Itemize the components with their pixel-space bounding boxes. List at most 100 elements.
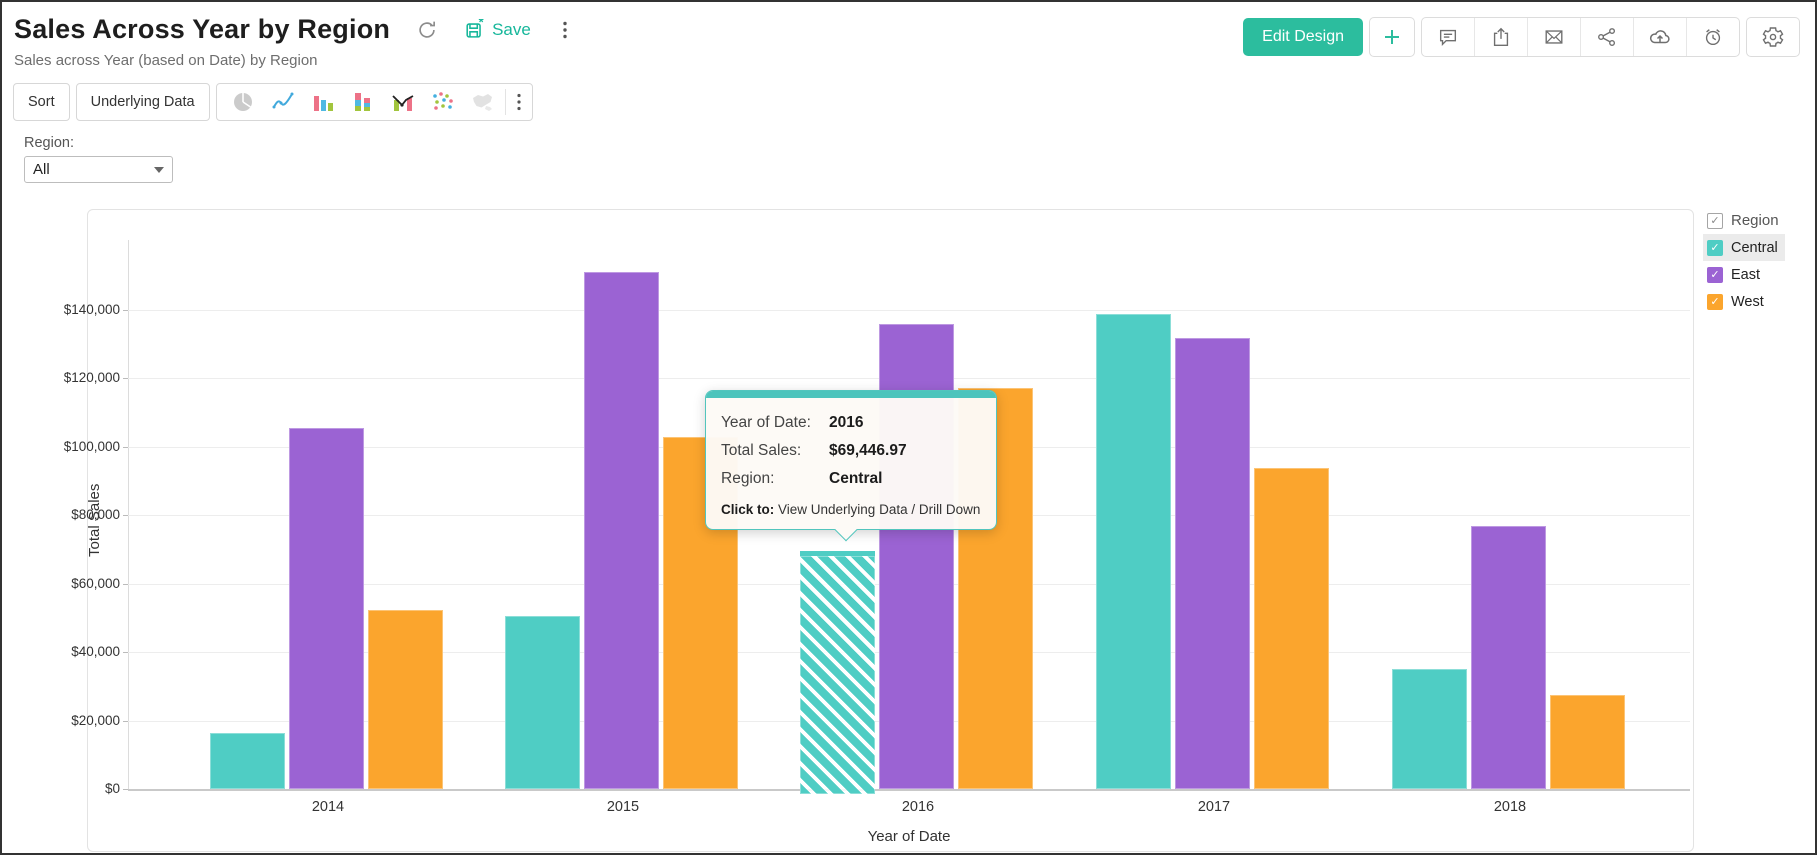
gridline [128, 309, 1690, 311]
bar-2017-central[interactable] [1096, 314, 1171, 789]
pie-chart-icon[interactable] [223, 87, 263, 117]
kebab-menu-icon [516, 93, 521, 111]
email-icon [1545, 30, 1563, 44]
save-label: Save [492, 19, 531, 39]
legend-item-east[interactable]: ✓ East [1703, 261, 1785, 288]
scatter-chart-icon[interactable] [423, 87, 463, 117]
chart-type-strip [215, 83, 533, 121]
chart-tooltip: Year of Date: 2016 Total Sales: $69,446.… [705, 390, 997, 541]
share-button[interactable] [1580, 18, 1633, 56]
legend-item-west[interactable]: ✓ West [1703, 288, 1785, 315]
page-subtitle: Sales across Year (based on Date) by Reg… [14, 52, 318, 69]
x-tick-label: 2016 [901, 799, 935, 815]
save-icon: * [466, 19, 484, 38]
y-tick-mark [123, 378, 128, 379]
combo-chart-icon[interactable] [383, 87, 423, 117]
view-toolbar: Sort Underlying Data [13, 83, 533, 121]
y-axis-line [128, 240, 129, 789]
add-button[interactable] [1369, 17, 1415, 57]
kebab-menu-icon [563, 21, 567, 38]
legend: ✓ Region ✓ Central ✓ East ✓ West [1703, 207, 1785, 315]
y-tick-label: $120,000 [63, 370, 120, 385]
line-chart-icon[interactable] [263, 87, 303, 117]
refresh-button[interactable] [416, 19, 438, 41]
y-tick-mark [123, 789, 128, 790]
svg-text:*: * [479, 19, 484, 29]
more-chart-types-button[interactable] [504, 89, 526, 115]
tooltip-accent-bar [706, 391, 996, 398]
bar-2014-east[interactable] [289, 428, 364, 789]
region-filter-dropdown[interactable]: All [24, 156, 173, 183]
chevron-down-icon [154, 166, 164, 173]
x-tick-label: 2014 [311, 799, 345, 815]
legend-title: Region [1731, 212, 1779, 229]
legend-checkbox-region[interactable]: ✓ [1707, 212, 1723, 229]
gridline [128, 789, 1690, 791]
y-tick-label: $80,000 [71, 507, 120, 522]
y-tick-mark [123, 583, 128, 585]
bar-2017-west[interactable] [1254, 468, 1329, 789]
bar-2015-central[interactable] [505, 616, 580, 789]
bar-2018-west[interactable] [1550, 695, 1625, 789]
comment-icon [1439, 29, 1457, 46]
y-tick-mark [123, 309, 128, 311]
bar-2015-east[interactable] [584, 272, 659, 789]
bar-2018-central[interactable] [1392, 669, 1467, 789]
legend-title-row[interactable]: ✓ Region [1703, 207, 1785, 234]
legend-checkbox-west[interactable]: ✓ [1707, 293, 1723, 310]
share-actions-group [1421, 17, 1740, 57]
sort-button[interactable]: Sort [13, 83, 70, 121]
save-button[interactable]: * Save [464, 19, 531, 41]
stacked-bar-chart-icon[interactable] [343, 87, 383, 117]
alarm-clock-icon [1705, 29, 1721, 46]
settings-button[interactable] [1746, 17, 1800, 57]
y-tick-label: $60,000 [71, 575, 120, 591]
edit-design-button[interactable]: Edit Design [1243, 18, 1363, 56]
tooltip-row: Region: Central [721, 470, 883, 487]
export-button[interactable] [1474, 18, 1527, 56]
y-tick-mark [123, 652, 128, 653]
underlying-data-button[interactable]: Underlying Data [75, 83, 210, 121]
y-tick-mark [123, 446, 128, 448]
bar-2017-east[interactable] [1175, 338, 1250, 789]
y-tick-label: $140,000 [63, 301, 120, 317]
tooltip-row: Year of Date: 2016 [721, 414, 864, 431]
bar-2014-west[interactable] [368, 610, 443, 789]
y-tick-mark [123, 720, 128, 722]
region-filter-value: All [33, 161, 50, 178]
legend-item-central[interactable]: ✓ Central [1703, 234, 1785, 261]
bar-2016-central-highlighted[interactable] [800, 551, 875, 794]
x-tick-label: 2017 [1197, 799, 1231, 815]
x-axis-title: Year of Date [867, 828, 951, 845]
y-tick-label: $20,000 [71, 712, 120, 728]
tooltip-row: Total Sales: $69,446.97 [721, 442, 907, 459]
tooltip-footer[interactable]: Click to: View Underlying Data / Drill D… [721, 502, 981, 517]
comments-button[interactable] [1422, 18, 1474, 56]
y-tick-label: $40,000 [71, 644, 120, 659]
bar-2014-central[interactable] [210, 733, 285, 789]
chart-card: Total Sales $0 $20,000 $40,000 $60,000 $80,0… [64, 209, 1694, 852]
region-filter-label: Region: [24, 135, 74, 151]
x-tick-label: 2018 [1493, 799, 1527, 815]
plus-icon [1385, 30, 1399, 44]
cloud-upload-icon [1649, 30, 1670, 44]
page-title: Sales Across Year by Region [14, 14, 391, 44]
bar-chart-icon[interactable] [303, 87, 343, 117]
email-button[interactable] [1527, 18, 1580, 56]
legend-checkbox-central[interactable]: ✓ [1707, 239, 1723, 256]
title-more-options-button[interactable] [557, 20, 573, 40]
refresh-icon [419, 21, 436, 38]
map-chart-icon[interactable] [463, 87, 503, 117]
y-tick-label: $0 [104, 781, 120, 796]
gear-icon [1762, 27, 1784, 47]
y-tick-mark [123, 515, 128, 516]
header: Sales Across Year by Region * Save [14, 14, 1800, 80]
cloud-upload-button[interactable] [1633, 18, 1686, 56]
bar-2018-east[interactable] [1471, 526, 1546, 789]
export-icon [1493, 27, 1509, 46]
share-icon [1598, 28, 1616, 46]
schedule-button[interactable] [1686, 18, 1739, 56]
legend-checkbox-east[interactable]: ✓ [1707, 266, 1723, 283]
x-tick-label: 2015 [606, 799, 640, 815]
